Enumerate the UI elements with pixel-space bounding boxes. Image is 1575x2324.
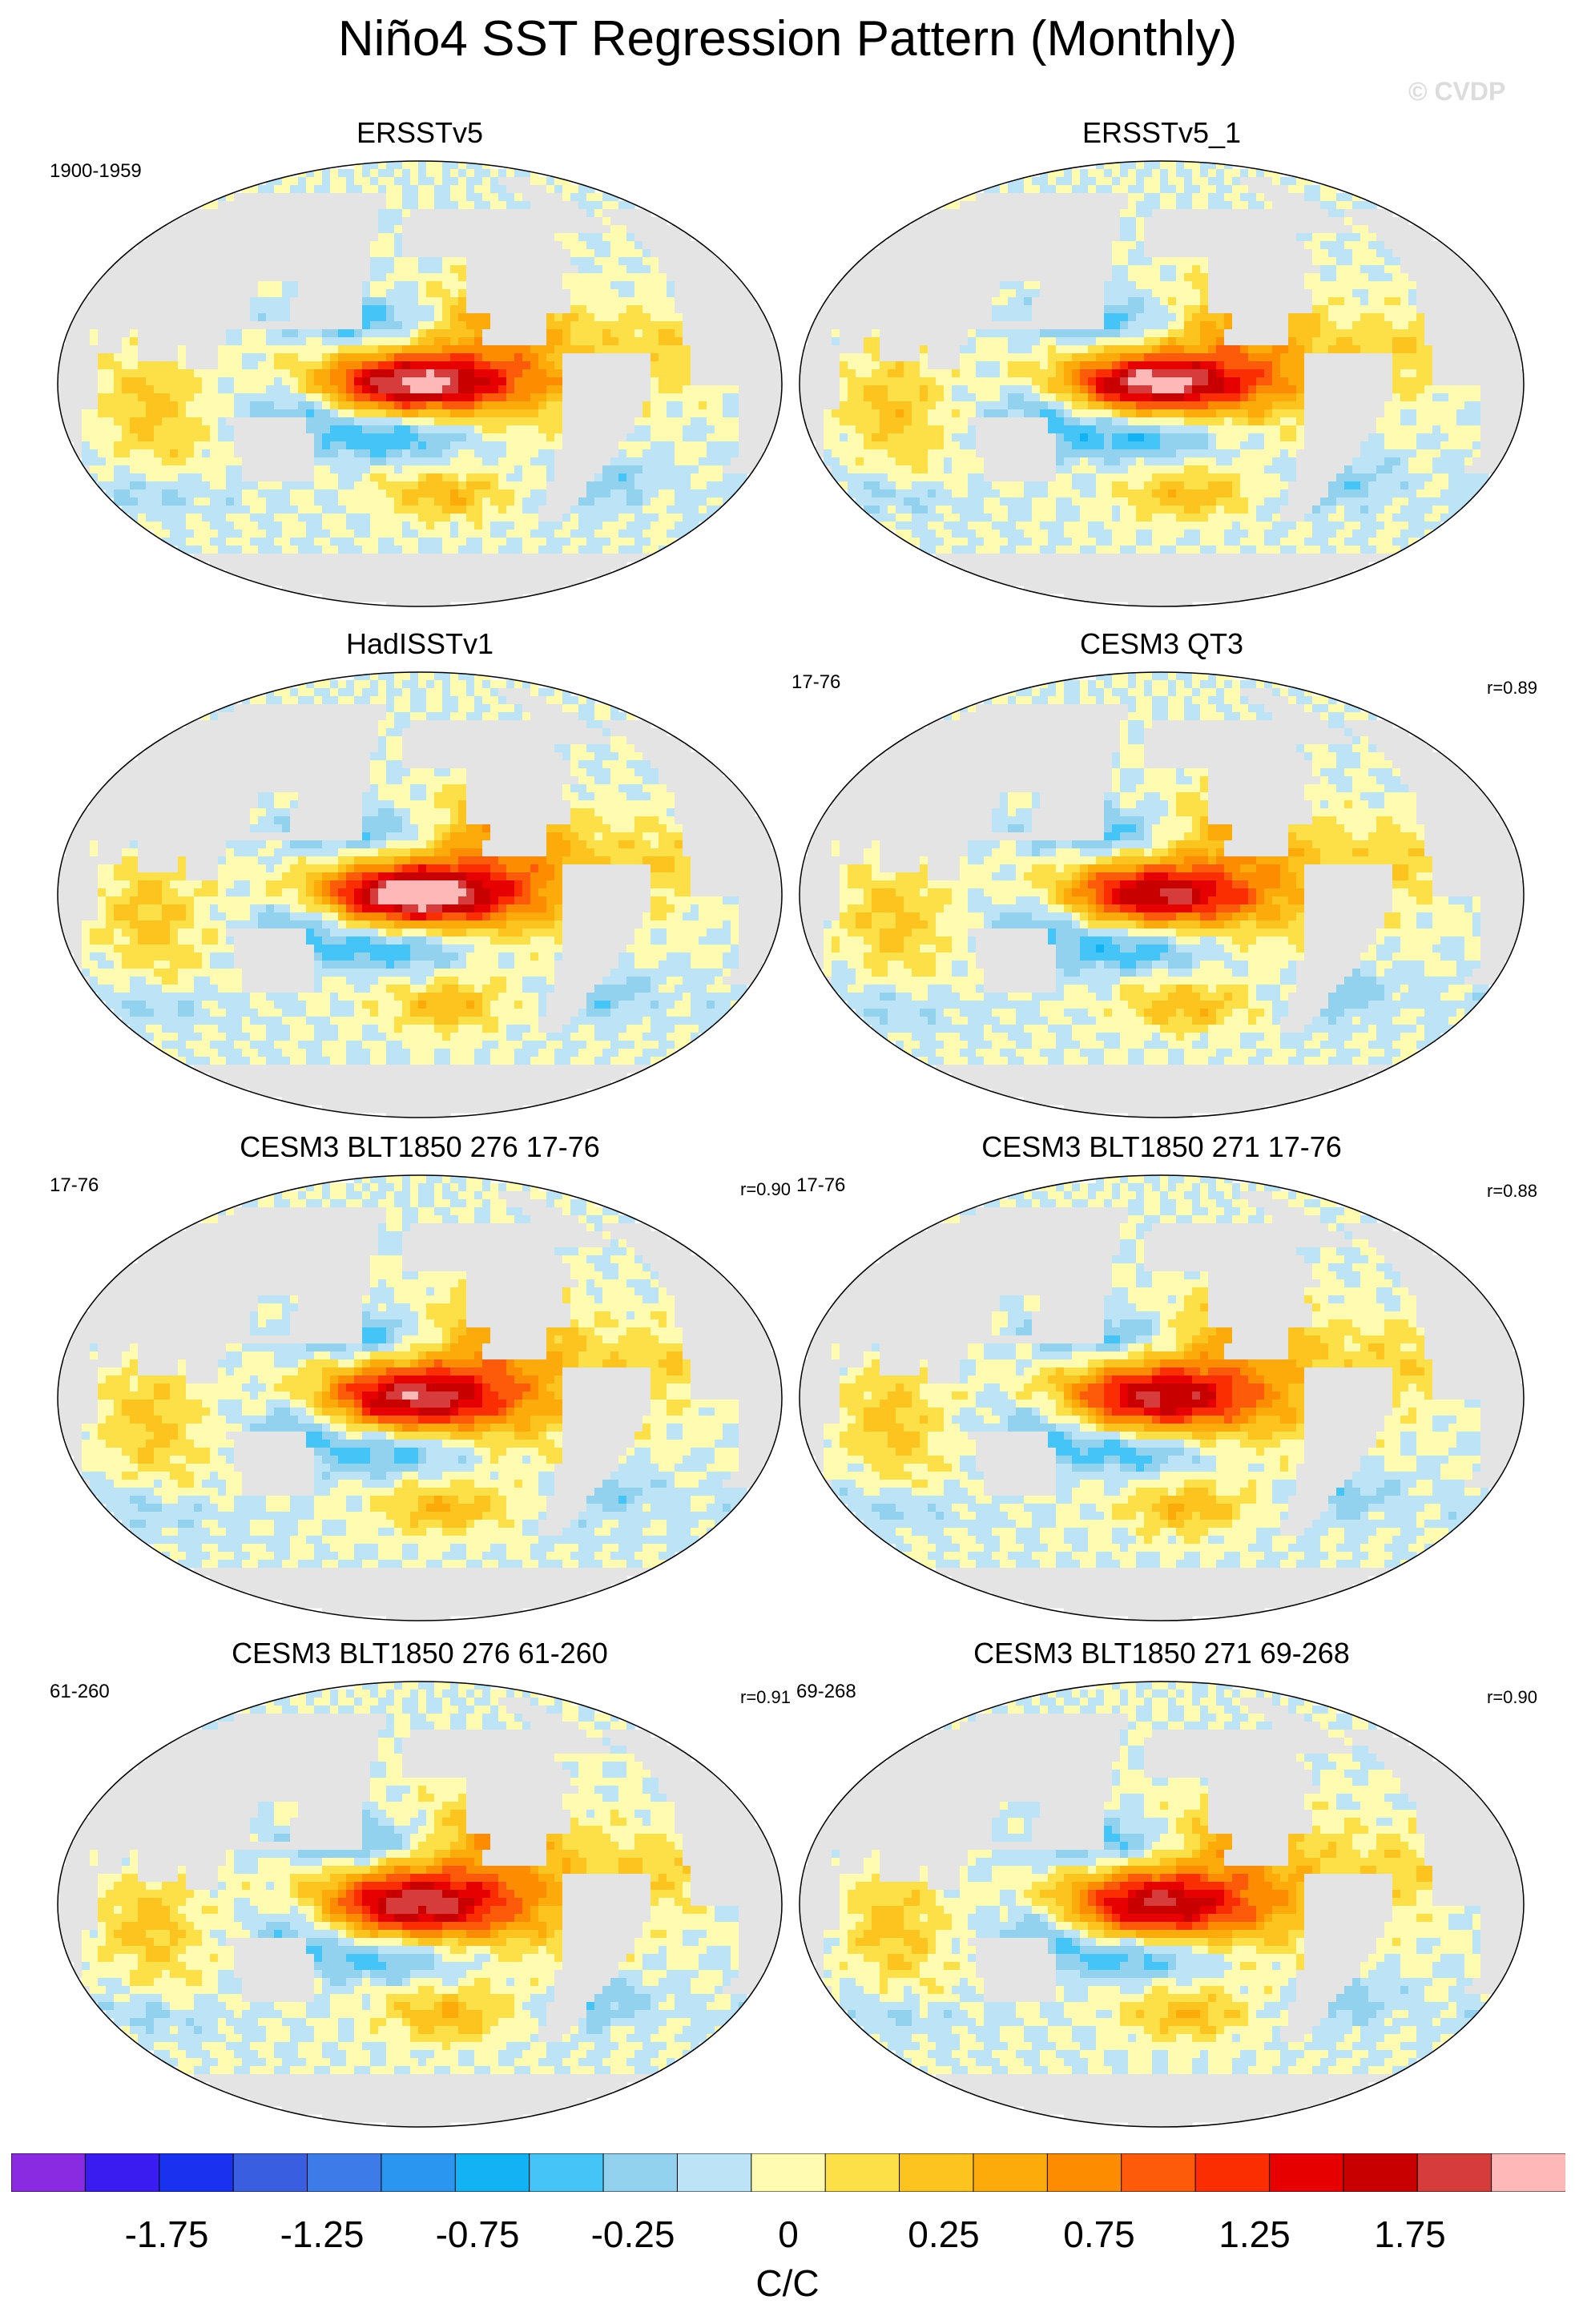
period-label: 17-76 <box>50 1174 99 1197</box>
colorbar-tick-label: -1.75 <box>103 2213 231 2256</box>
colorbar-box <box>602 2153 679 2192</box>
colorbar-box <box>1491 2153 1565 2192</box>
regression-map <box>799 1681 1525 2128</box>
panel-title: CESM3 BLT1850 276 61-260 <box>51 1639 788 1668</box>
colorbar-tick-label: -1.25 <box>258 2213 386 2256</box>
colorbar-box <box>1268 2153 1344 2192</box>
colorbar-tick-label: -0.75 <box>413 2213 542 2256</box>
map-outline <box>799 1681 1525 2128</box>
period-label: 61-260 <box>50 1681 110 1703</box>
map-panel: CESM3 BLT1850 276 17-76 17-76 r=0.90 <box>50 1133 791 1629</box>
map-panel: ERSSTv5_1 <box>793 119 1530 615</box>
panel-title: ERSSTv5 <box>51 119 788 147</box>
colorbar-box <box>11 2153 87 2192</box>
colorbar-box <box>381 2153 457 2192</box>
colorbar-tick-label: 1.75 <box>1346 2213 1474 2256</box>
colorbar-tick-label: -0.25 <box>569 2213 697 2256</box>
map-outline <box>799 160 1525 607</box>
colorbar-box <box>1194 2153 1271 2192</box>
period-label: 1900-1959 <box>50 160 142 183</box>
sst-field <box>58 1175 782 1621</box>
period-label: 69-268 <box>796 1681 856 1703</box>
colorbar-tick-label: 1.25 <box>1190 2213 1319 2256</box>
colorbar-box <box>307 2153 382 2192</box>
map-outline <box>57 160 783 607</box>
colorbar-box <box>1343 2153 1419 2192</box>
map-panel: ERSSTv5 1900-1959 <box>50 119 788 615</box>
sst-field <box>800 161 1524 606</box>
pattern-correlation: r=0.89 <box>1487 678 1537 699</box>
map-panel: CESM3 BLT1850 271 17-76 17-76 r=0.88 <box>793 1133 1537 1629</box>
period-label: 17-76 <box>796 1174 845 1197</box>
regression-map <box>57 1681 783 2128</box>
pattern-correlation: r=0.91 <box>740 1687 791 1708</box>
sst-field <box>58 161 782 606</box>
colorbar-box <box>84 2153 160 2192</box>
colorbar-box <box>232 2153 308 2192</box>
panel-title: ERSSTv5_1 <box>793 119 1530 147</box>
colorbar-tick-label: 0.25 <box>880 2213 1008 2256</box>
panel-title: CESM3 BLT1850 276 17-76 <box>51 1133 788 1162</box>
sst-field <box>800 1175 1524 1621</box>
colorbar-units: C/C <box>0 2262 1575 2305</box>
colorbar-box <box>676 2153 752 2192</box>
colorbar-box <box>1046 2153 1122 2192</box>
map-panel: CESM3 BLT1850 271 69-268 69-268 r=0.90 <box>793 1639 1537 2136</box>
panel-title: CESM3 BLT1850 271 17-76 <box>793 1133 1530 1162</box>
panel-title: HadISSTv1 <box>51 630 788 659</box>
colorbar-box <box>454 2153 530 2192</box>
panel-title: CESM3 BLT1850 271 69-268 <box>793 1639 1530 1668</box>
colorbar-box <box>1121 2153 1197 2192</box>
colorbar-box <box>751 2153 827 2192</box>
colorbar-tick-label: 0.75 <box>1035 2213 1163 2256</box>
panel-title: CESM3 QT3 <box>793 630 1530 659</box>
sst-field <box>58 672 782 1118</box>
colorbar-box <box>159 2153 235 2192</box>
colorbar <box>11 2153 1565 2192</box>
map-panel: HadISSTv1 <box>51 630 788 1126</box>
regression-map <box>57 671 783 1118</box>
sst-field <box>58 1682 782 2127</box>
map-outline <box>57 1681 783 2128</box>
pattern-correlation: r=0.90 <box>1487 1687 1537 1708</box>
colorbar-box <box>529 2153 605 2192</box>
regression-map <box>799 671 1525 1118</box>
colorbar-box <box>1416 2153 1492 2192</box>
map-outline <box>57 1174 783 1621</box>
colorbar-box <box>899 2153 974 2192</box>
pattern-correlation: r=0.88 <box>1487 1181 1537 1202</box>
map-outline <box>57 671 783 1118</box>
regression-map <box>799 1174 1525 1621</box>
period-label: 17-76 <box>792 671 840 694</box>
map-panel: CESM3 BLT1850 276 61-260 61-260 r=0.91 <box>50 1639 791 2136</box>
pattern-correlation: r=0.90 <box>740 1179 791 1200</box>
map-outline <box>799 671 1525 1118</box>
regression-map <box>57 160 783 607</box>
regression-map <box>57 1174 783 1621</box>
cvdp-watermark: © CVDP <box>1408 77 1505 107</box>
colorbar-box <box>973 2153 1049 2192</box>
colorbar-tick-label: 0 <box>724 2213 852 2256</box>
regression-map <box>799 160 1525 607</box>
map-outline <box>799 1174 1525 1621</box>
colorbar-box <box>824 2153 900 2192</box>
map-panel: CESM3 QT3 17-76 r=0.89 <box>792 630 1537 1126</box>
figure-title: Niño4 SST Regression Pattern (Monthly) <box>0 14 1575 64</box>
